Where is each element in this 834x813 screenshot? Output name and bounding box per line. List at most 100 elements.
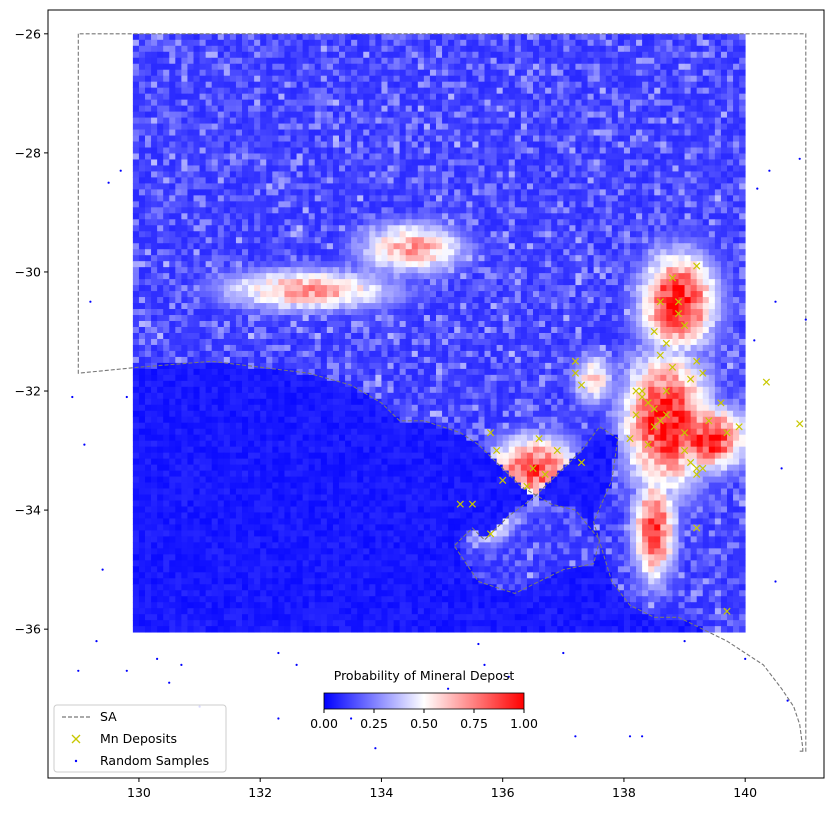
heatmap-cell [169, 75, 176, 83]
heatmap-cell [345, 93, 352, 101]
heatmap-cell [611, 273, 619, 280]
heatmap-cell [593, 33, 601, 41]
heatmap-cell [714, 273, 722, 280]
heatmap-cell [496, 111, 504, 118]
heatmap-cell [678, 147, 685, 154]
heatmap-cell [308, 135, 316, 142]
heatmap-cell [617, 291, 625, 298]
heatmap-cell [708, 321, 716, 328]
heatmap-cell [472, 207, 479, 214]
heatmap-cell [387, 207, 394, 214]
heatmap-cell [205, 225, 213, 232]
heatmap-cell [502, 189, 510, 196]
heatmap-cell [417, 63, 425, 71]
heatmap-cell [599, 105, 607, 112]
heatmap-cell [363, 213, 370, 220]
heatmap-cell [260, 267, 267, 274]
heatmap-cell [702, 189, 710, 196]
heatmap-cell [345, 291, 352, 298]
heatmap-cell [339, 303, 346, 310]
heatmap-cell [696, 123, 704, 130]
heatmap-cell [727, 57, 734, 65]
heatmap-cell [502, 231, 510, 238]
heatmap-cell [290, 309, 297, 316]
heatmap-cell [623, 99, 631, 107]
heatmap-cell [284, 147, 291, 154]
heatmap-cell [557, 279, 564, 286]
heatmap-cell [254, 309, 261, 316]
heatmap-cell [533, 147, 540, 154]
heatmap-cell [187, 195, 194, 202]
heatmap-cell [242, 309, 249, 316]
heatmap-cell [551, 159, 558, 166]
heatmap-cell [278, 105, 285, 112]
heatmap-cell [702, 183, 710, 190]
heatmap-cell [478, 315, 485, 322]
heatmap-cell [502, 315, 510, 322]
heatmap-cell [181, 273, 188, 280]
heatmap-cell [436, 231, 443, 238]
heatmap-cell [351, 159, 358, 166]
heatmap-cell [345, 117, 352, 124]
heatmap-cell [205, 195, 213, 202]
heatmap-cell [278, 147, 285, 154]
heatmap-cell [666, 207, 673, 214]
heatmap-cell [205, 309, 213, 316]
heatmap-cell [229, 63, 237, 71]
heatmap-cell [417, 159, 425, 166]
heatmap-cell [417, 243, 425, 250]
heatmap-cell [678, 243, 685, 250]
heatmap-cell [199, 183, 207, 190]
heatmap-cell [660, 123, 667, 130]
heatmap-cell [381, 33, 388, 41]
heatmap-cell [593, 171, 601, 178]
heatmap-cell [442, 117, 449, 124]
heatmap-cell [326, 117, 334, 124]
heatmap-cell [357, 267, 364, 274]
heatmap-cell [539, 213, 546, 220]
heatmap-cell [436, 69, 443, 77]
heatmap-cell [460, 69, 467, 77]
heatmap-cell [399, 111, 407, 118]
heatmap-cell [266, 225, 273, 232]
heatmap-cell [660, 207, 667, 214]
heatmap-cell [654, 87, 661, 95]
heatmap-cell [448, 231, 455, 238]
heatmap-cell [508, 255, 516, 262]
heatmap-cell [436, 291, 443, 298]
heatmap-cell [138, 33, 146, 41]
heatmap-cell [502, 141, 510, 148]
heatmap-cell [526, 291, 534, 298]
heatmap-cell [496, 39, 504, 47]
heatmap-cell [733, 237, 740, 244]
heatmap-cell [345, 123, 352, 130]
heatmap-cell [533, 297, 540, 304]
heatmap-cell [399, 195, 407, 202]
heatmap-cell [623, 105, 631, 112]
heatmap-cell [296, 189, 304, 196]
heatmap-cell [351, 291, 358, 298]
heatmap-cell [393, 105, 401, 112]
heatmap-cell [496, 243, 504, 250]
heatmap-cell [314, 219, 322, 226]
heatmap-cell [472, 75, 479, 83]
heatmap-cell [429, 99, 437, 107]
heatmap-cell [369, 279, 376, 286]
heatmap-cell [229, 135, 237, 142]
heatmap-cell [423, 69, 431, 77]
heatmap-cell [533, 267, 540, 274]
heatmap-cell [514, 279, 522, 286]
heatmap-cell [508, 189, 516, 196]
heatmap-cell [199, 207, 207, 214]
heatmap-cell [157, 129, 164, 136]
heatmap-cell [417, 147, 425, 154]
heatmap-cell [393, 183, 401, 190]
heatmap-cell [520, 243, 528, 250]
heatmap-cell [369, 123, 376, 130]
heatmap-cell [581, 207, 588, 214]
heatmap-cell [242, 267, 249, 274]
heatmap-cell [393, 123, 401, 130]
heatmap-cell [466, 135, 473, 142]
heatmap-cell [720, 321, 728, 328]
heatmap-cell [448, 135, 455, 142]
